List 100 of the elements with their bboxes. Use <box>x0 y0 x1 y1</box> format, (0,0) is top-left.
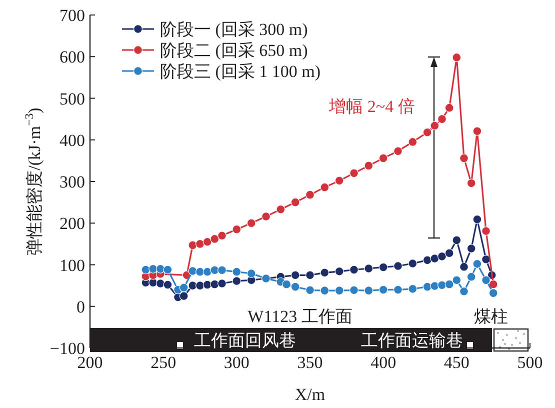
point <box>460 154 468 163</box>
y-tick-label: 600 <box>60 48 85 67</box>
point <box>472 214 482 224</box>
point <box>188 266 198 276</box>
x-tick-label: 300 <box>224 353 250 372</box>
point <box>460 262 468 272</box>
point <box>466 244 476 254</box>
point <box>156 264 165 274</box>
point <box>482 226 490 236</box>
point <box>364 264 374 273</box>
point <box>246 218 256 228</box>
point <box>422 256 432 265</box>
point <box>306 286 314 295</box>
point <box>290 270 300 280</box>
point <box>482 276 490 285</box>
x-tick-label: 500 <box>517 353 543 372</box>
point <box>444 103 454 112</box>
point <box>163 280 172 290</box>
point <box>438 280 446 290</box>
point <box>276 204 286 214</box>
point <box>196 267 204 276</box>
annotation: W1123 工作面 <box>248 307 352 326</box>
point <box>218 278 226 288</box>
point <box>408 259 418 268</box>
legend-label: 阶段一 (回采 300 m) <box>160 20 308 39</box>
point <box>290 282 300 292</box>
x-tick-label: 450 <box>444 353 470 372</box>
y-tick-label: 100 <box>60 256 85 275</box>
y-tick-label: 200 <box>60 214 85 234</box>
point <box>218 266 226 275</box>
point <box>334 176 344 186</box>
point <box>196 239 204 248</box>
point <box>472 126 482 136</box>
point <box>430 281 440 290</box>
point <box>179 283 188 292</box>
point <box>408 137 418 146</box>
point <box>179 291 188 300</box>
point <box>438 252 446 261</box>
y-tick-label: 700 <box>60 6 85 25</box>
point <box>290 198 300 207</box>
point <box>246 268 256 278</box>
y-tick-label: 0 <box>76 297 85 316</box>
legend-label: 阶段三 (回采 1 100 m) <box>160 62 321 81</box>
point <box>378 262 388 272</box>
point <box>408 284 418 294</box>
x-axis-title: X/m <box>294 385 326 404</box>
point <box>438 114 446 124</box>
point <box>334 286 344 296</box>
point <box>320 182 330 192</box>
y-tick-label: 300 <box>60 172 85 192</box>
point <box>202 267 212 276</box>
annotation: 煤柱 <box>474 307 508 326</box>
y-tick-label: 400 <box>60 130 85 150</box>
point <box>452 52 462 62</box>
point <box>218 231 226 240</box>
point <box>422 128 432 137</box>
point <box>364 286 374 296</box>
point <box>210 280 220 289</box>
point <box>444 280 454 289</box>
x-tick-label: 400 <box>370 353 396 372</box>
x-tick-label: 350 <box>297 353 323 372</box>
point <box>466 272 476 282</box>
point <box>156 278 165 288</box>
point <box>378 154 388 163</box>
point <box>488 280 498 289</box>
point <box>430 254 440 264</box>
point <box>460 286 468 296</box>
legend-label: 阶段二 (回采 650 m) <box>160 41 308 60</box>
point <box>232 267 242 276</box>
point <box>196 281 204 290</box>
point <box>320 286 330 296</box>
point <box>466 178 476 188</box>
point <box>334 266 344 276</box>
point <box>210 234 220 244</box>
point <box>394 262 402 270</box>
x-tick-label: 250 <box>150 353 176 372</box>
point <box>262 212 270 221</box>
annotation: 增幅 2~4 倍 <box>328 97 415 116</box>
point <box>452 276 462 285</box>
point <box>394 285 402 294</box>
point <box>163 265 172 274</box>
point <box>444 248 454 258</box>
point <box>350 168 358 178</box>
point <box>350 265 358 274</box>
annotation: 工作面运输巷 <box>361 331 463 350</box>
point <box>320 268 330 278</box>
annotation: 工作面回风巷 <box>194 331 296 350</box>
y-tick-label: 500 <box>60 89 85 108</box>
point <box>488 288 498 298</box>
point <box>472 259 482 268</box>
point <box>364 161 374 170</box>
point <box>306 190 314 200</box>
point <box>452 236 462 245</box>
point <box>141 265 150 274</box>
point <box>306 270 314 280</box>
point <box>430 121 440 130</box>
point <box>350 286 358 295</box>
point <box>282 280 292 289</box>
point <box>394 146 402 156</box>
point <box>378 285 388 294</box>
